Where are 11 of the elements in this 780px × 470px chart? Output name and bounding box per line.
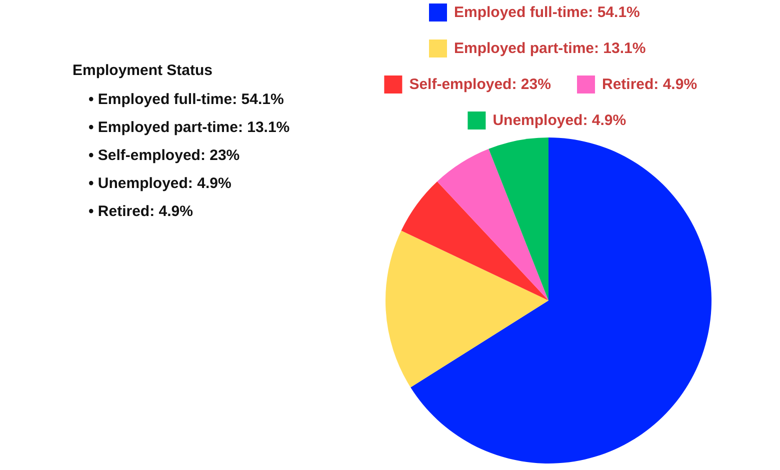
legend-label: Retired: 4.9% — [602, 76, 698, 93]
legend-label: Employed full-time: 54.1% — [454, 4, 640, 21]
text: • Retired: 4.9% — [88, 203, 193, 220]
legend-label: Self-employed: 23% — [409, 76, 551, 93]
legend-label: Employed part-time: 13.1% — [454, 40, 646, 57]
text: • Unemployed: 4.9% — [88, 175, 232, 192]
text: • Employed part-time: 13.1% — [88, 119, 290, 136]
text: • Employed full-time: 54.1% — [88, 91, 284, 108]
text: Employment Status — [72, 62, 213, 79]
legend-label: Unemployed: 4.9% — [492, 112, 626, 129]
text: • Self-employed: 23% — [88, 147, 240, 164]
